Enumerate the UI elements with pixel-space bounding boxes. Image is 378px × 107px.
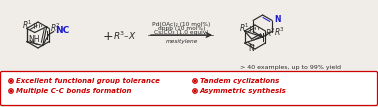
Text: R$^2$: R$^2$	[50, 21, 60, 34]
Text: R$^1$: R$^1$	[22, 19, 33, 31]
Text: > 40 examples, up to 99% yield: > 40 examples, up to 99% yield	[240, 65, 341, 71]
Text: mesitylene: mesitylene	[165, 39, 198, 45]
Text: +: +	[103, 30, 113, 42]
Circle shape	[194, 90, 196, 92]
Text: N: N	[274, 15, 280, 24]
Text: R$^3$–X: R$^3$–X	[113, 30, 137, 42]
Text: R$^2$: R$^2$	[265, 27, 275, 39]
Circle shape	[10, 90, 12, 92]
Text: Multiple C-C bonds formation: Multiple C-C bonds formation	[15, 88, 131, 94]
Text: NC: NC	[55, 26, 69, 35]
FancyBboxPatch shape	[0, 71, 378, 106]
Text: Asymmetric synthesis: Asymmetric synthesis	[200, 88, 286, 94]
Text: R$^1$: R$^1$	[239, 22, 249, 34]
Text: dppb (10 mol%): dppb (10 mol%)	[158, 25, 205, 30]
Text: Excellent functional group tolerance: Excellent functional group tolerance	[15, 78, 160, 84]
Circle shape	[10, 80, 12, 82]
Text: Pd(OAc)₂ (10 mol%): Pd(OAc)₂ (10 mol%)	[152, 22, 211, 27]
Circle shape	[194, 80, 196, 82]
Text: NH: NH	[28, 36, 39, 45]
Text: Tandem cyclizations: Tandem cyclizations	[200, 78, 279, 84]
Text: Cs₂CO₃ (1.0 equiv): Cs₂CO₃ (1.0 equiv)	[154, 30, 209, 34]
Text: N: N	[249, 44, 254, 53]
Text: R$^3$: R$^3$	[274, 25, 285, 38]
